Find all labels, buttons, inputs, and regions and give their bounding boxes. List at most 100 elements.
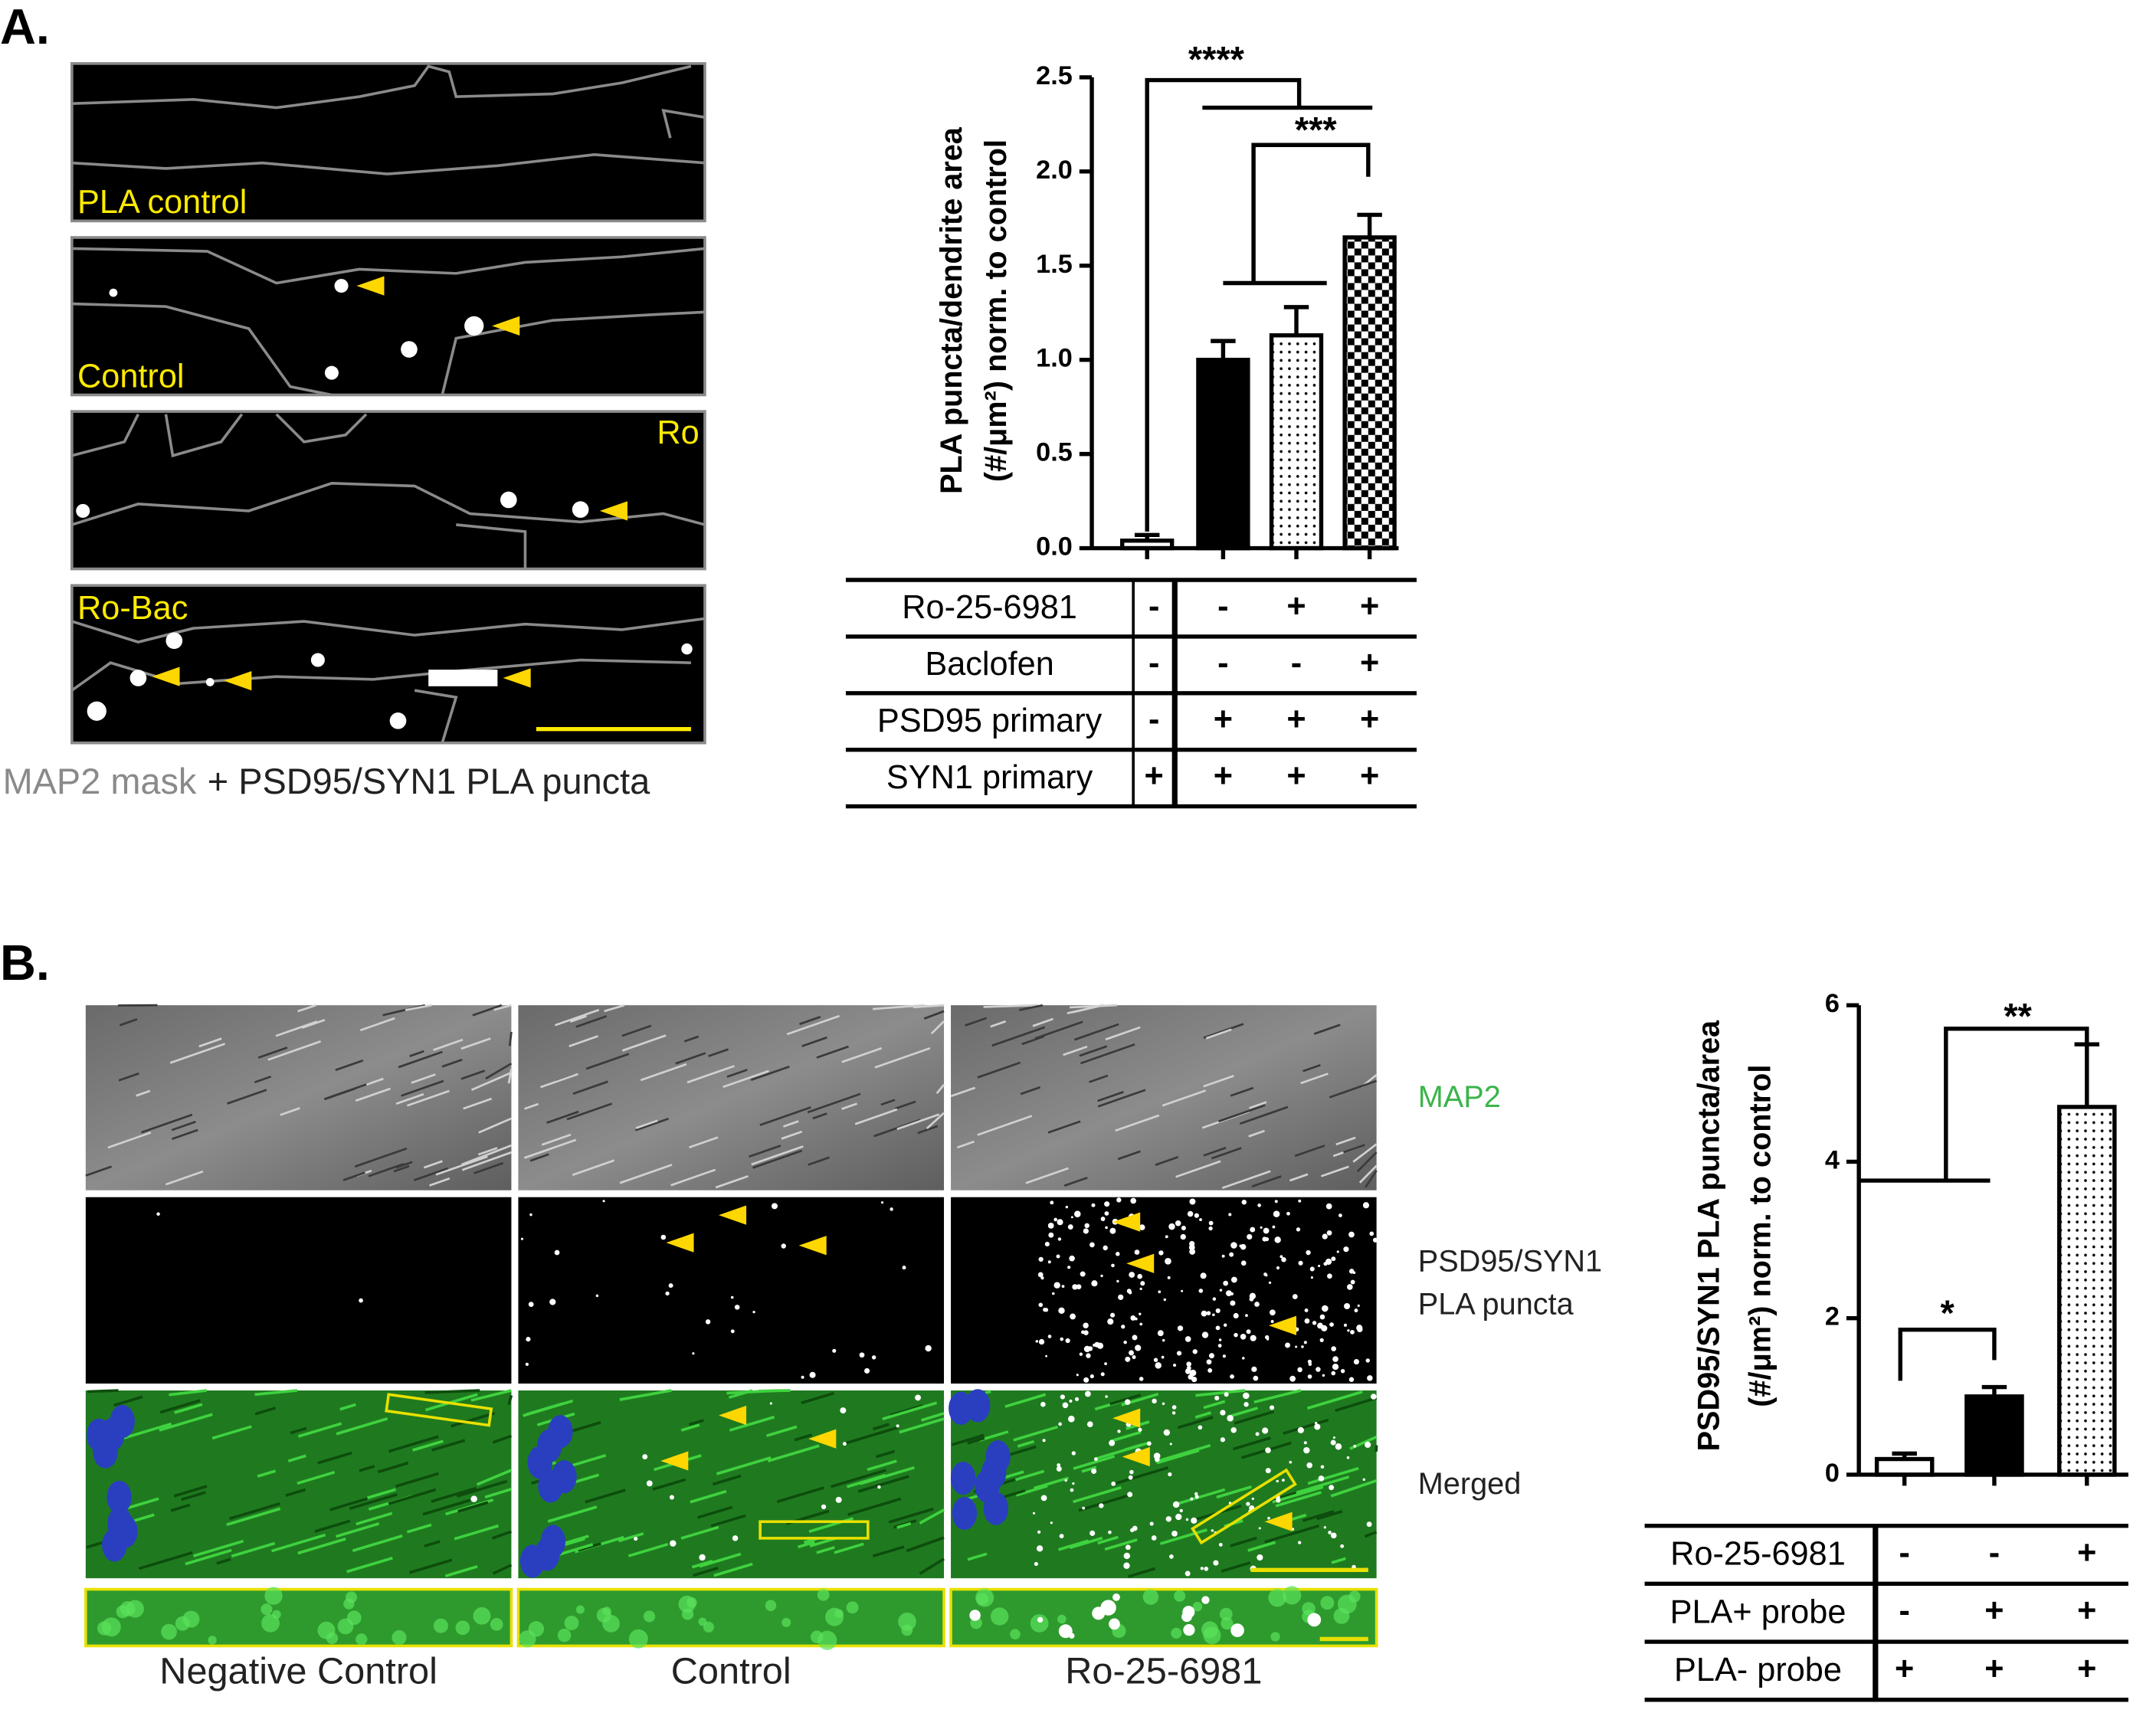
- texture: [575, 1015, 608, 1028]
- bar: [2057, 1105, 2117, 1477]
- texture: [1097, 1089, 1146, 1108]
- texture: [1128, 1475, 1133, 1480]
- texture: [1211, 1147, 1242, 1160]
- texture: [896, 1113, 940, 1131]
- texture: [1062, 1402, 1069, 1409]
- y-tick-label: 4: [1825, 1145, 1840, 1174]
- texture: [1201, 1310, 1207, 1317]
- texture: [1163, 1429, 1171, 1436]
- texture: [1127, 1492, 1133, 1498]
- texture: [1094, 1442, 1148, 1461]
- texture: [712, 1474, 742, 1486]
- texture: [1158, 1250, 1164, 1256]
- texture: [1356, 1151, 1378, 1172]
- caption-part: MAP2 mask: [3, 761, 197, 801]
- texture: [1169, 1554, 1174, 1559]
- texture: [1272, 1225, 1276, 1229]
- punctum: [572, 501, 589, 518]
- texture: [1218, 1338, 1222, 1341]
- texture: [1059, 1534, 1064, 1539]
- texture: [405, 1004, 432, 1011]
- texture: [831, 1469, 886, 1489]
- texture: [1275, 1491, 1322, 1508]
- texture: [555, 1008, 600, 1027]
- texture: [1167, 1276, 1171, 1279]
- table-row-label: Ro-25-6981: [902, 589, 1077, 626]
- texture: [798, 1541, 815, 1549]
- zoom-strip: [516, 1587, 945, 1648]
- texture: [1230, 1300, 1236, 1306]
- texture: [935, 1083, 945, 1095]
- texture: [490, 1618, 503, 1631]
- punctum: [500, 491, 517, 509]
- texture: [297, 1422, 342, 1438]
- texture: [1358, 1164, 1378, 1184]
- texture: [730, 1295, 734, 1299]
- texture: [842, 1442, 847, 1446]
- texture: [619, 1389, 672, 1401]
- texture: [1195, 1389, 1246, 1397]
- texture: [1081, 1330, 1085, 1335]
- texture: [765, 1425, 798, 1437]
- texture: [730, 1329, 735, 1334]
- texture: [1139, 1322, 1143, 1326]
- texture: [493, 1004, 512, 1011]
- significance-label: ***: [1295, 110, 1338, 149]
- texture: [1185, 1518, 1189, 1521]
- texture: [1316, 1510, 1343, 1521]
- texture: [431, 1439, 466, 1452]
- texture: [913, 1004, 945, 1009]
- texture: [1330, 1479, 1378, 1498]
- texture: [1086, 1421, 1093, 1427]
- texture: [776, 1486, 824, 1503]
- texture: [1199, 1218, 1202, 1221]
- texture: [628, 1629, 648, 1649]
- image-label: Ro-Bac: [77, 590, 188, 627]
- texture: [1168, 1223, 1175, 1230]
- bar: [1342, 235, 1397, 551]
- texture: [1175, 1160, 1221, 1178]
- texture: [572, 1159, 615, 1177]
- texture: [547, 1505, 598, 1523]
- texture: [749, 1145, 781, 1158]
- texture: [930, 1020, 945, 1035]
- texture: [1365, 1358, 1370, 1363]
- texture: [1302, 1602, 1316, 1616]
- texture: [1073, 1455, 1116, 1470]
- texture: [302, 1019, 326, 1029]
- texture: [1187, 1210, 1194, 1217]
- texture: [1067, 1266, 1071, 1269]
- texture: [668, 1283, 673, 1289]
- texture: [1057, 1237, 1062, 1241]
- texture: [1025, 1167, 1069, 1184]
- texture: [1110, 1312, 1116, 1318]
- texture: [1125, 1356, 1131, 1362]
- texture: [1116, 1279, 1119, 1283]
- arrowhead: [666, 1233, 694, 1253]
- texture: [1068, 1415, 1075, 1423]
- texture: [1312, 1321, 1317, 1325]
- texture: [1320, 1465, 1325, 1469]
- texture: [1307, 1613, 1322, 1627]
- texture: [540, 1073, 578, 1089]
- texture: [1332, 1356, 1338, 1362]
- texture: [1353, 1444, 1357, 1448]
- texture: [1115, 1114, 1160, 1132]
- image-label: Ro: [657, 414, 699, 451]
- texture: [1194, 1492, 1198, 1496]
- texture: [1204, 1566, 1209, 1571]
- texture: [275, 1020, 318, 1037]
- arrowhead: [660, 1451, 689, 1471]
- punctum: [464, 316, 484, 336]
- texture: [1047, 1335, 1052, 1338]
- texture: [173, 1485, 208, 1498]
- texture: [1338, 1213, 1342, 1217]
- texture: [1047, 1120, 1081, 1134]
- texture: [1329, 1485, 1335, 1491]
- texture: [254, 1389, 298, 1397]
- nucleus: [110, 1404, 135, 1439]
- texture: [1251, 1175, 1282, 1188]
- texture: [688, 1136, 719, 1149]
- texture: [1320, 1165, 1349, 1177]
- texture: [765, 1600, 777, 1611]
